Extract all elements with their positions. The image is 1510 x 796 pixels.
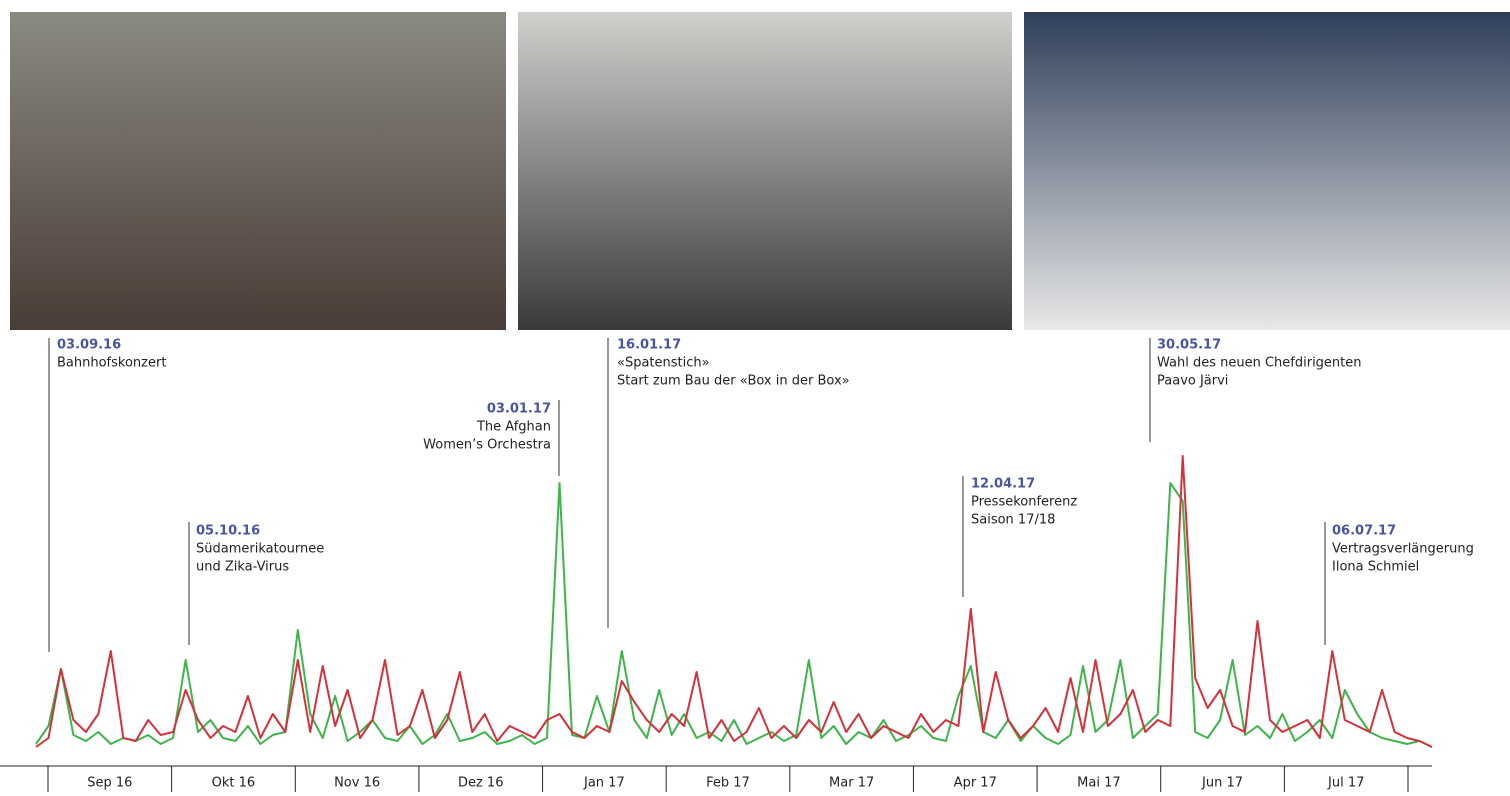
annotation-text: Ilona Schmiel bbox=[1332, 560, 1419, 575]
annotation-date: 30.05.17 bbox=[1157, 338, 1221, 353]
annotation-text: Südamerikatournee bbox=[196, 542, 324, 557]
x-tick-label: Feb 17 bbox=[706, 776, 750, 791]
annotation-date: 03.09.16 bbox=[57, 338, 121, 353]
x-tick-label: Apr 17 bbox=[954, 776, 997, 791]
x-tick-label: Mai 17 bbox=[1077, 776, 1120, 791]
photo-concert bbox=[10, 12, 506, 330]
x-tick-label: Mar 17 bbox=[829, 776, 874, 791]
annotation-date: 05.10.16 bbox=[196, 524, 260, 539]
annotation-text: Women’s Orchestra bbox=[423, 438, 551, 453]
annotation-text: Wahl des neuen Chefdirigenten bbox=[1157, 356, 1362, 371]
annotation-text: Pressekonferenz bbox=[971, 495, 1077, 510]
x-tick-label: Sep 16 bbox=[87, 776, 132, 791]
photo-signing bbox=[1024, 12, 1510, 330]
annotation-text: Vertragsverlängerung bbox=[1332, 542, 1474, 557]
photo-groundbreaking bbox=[518, 12, 1012, 330]
annotation-date: 06.07.17 bbox=[1332, 524, 1396, 539]
chart: Sep 16 Okt 16 Nov 16 Dez 16 Jan 17 Feb 17 Mar … bbox=[0, 0, 1510, 792]
x-tick-label: Jul 17 bbox=[1327, 776, 1364, 791]
annotation-date: 12.04.17 bbox=[971, 477, 1035, 492]
annotation-text: The Afghan bbox=[476, 420, 551, 435]
annotation-text: und Zika-Virus bbox=[196, 560, 289, 575]
x-tick-label: Okt 16 bbox=[212, 776, 256, 791]
annotation-text: Bahnhofskonzert bbox=[57, 356, 166, 371]
x-tick-label: Jun 17 bbox=[1201, 776, 1243, 791]
x-tick-label: Jan 17 bbox=[583, 776, 625, 791]
annotation-text: Paavo Järvi bbox=[1157, 374, 1228, 389]
annotation-text: «Spatenstich» bbox=[617, 356, 710, 371]
annotation-date: 03.01.17 bbox=[487, 402, 551, 417]
x-tick-label: Nov 16 bbox=[334, 776, 380, 791]
annotation-text: Saison 17/18 bbox=[971, 513, 1055, 528]
annotation-text: Start zum Bau der «Box in der Box» bbox=[617, 374, 850, 389]
annotation-date: 16.01.17 bbox=[617, 338, 681, 353]
x-tick-label: Dez 16 bbox=[458, 776, 504, 791]
